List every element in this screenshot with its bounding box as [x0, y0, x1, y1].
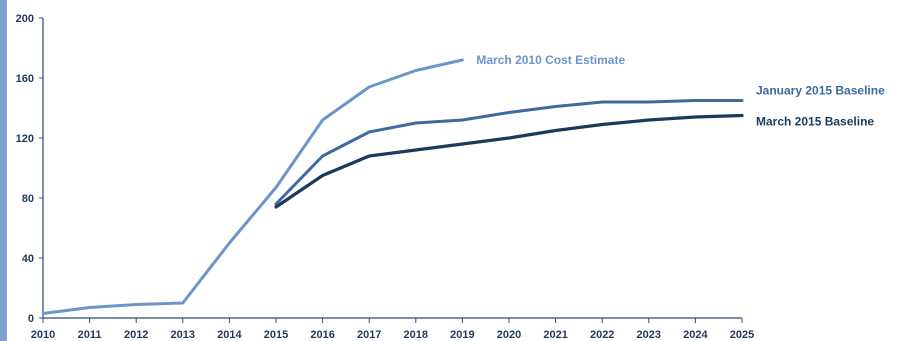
y-tick-label: 40	[22, 253, 34, 265]
chart-axes: 0 40 80 120 160 200 2010 2011 2012 2013 2014 2015 20…	[16, 13, 755, 341]
y-tick-label: 0	[28, 313, 34, 325]
left-edge-band	[0, 0, 7, 341]
x-tick-label: 2019	[450, 329, 474, 341]
series-line-march-2015-baseline	[274, 113, 744, 209]
y-tick-label: 120	[16, 133, 34, 145]
series-label-january-2015-baseline: January 2015 Baseline	[756, 84, 885, 98]
series-label-march-2010-cost-estimate: March 2010 Cost Estimate	[476, 53, 625, 67]
series-label-march-2015-baseline: March 2015 Baseline	[756, 115, 874, 129]
x-tick-label: 2015	[264, 329, 288, 341]
y-tick-label: 200	[16, 13, 34, 25]
x-tick-label: 2014	[217, 329, 242, 341]
series-line-march-2010-cost-estimate	[41, 58, 464, 315]
x-tick-label: 2025	[730, 329, 754, 341]
x-tick-label: 2010	[31, 329, 55, 341]
x-tick-label: 2020	[497, 329, 521, 341]
y-tick-label: 160	[16, 73, 34, 85]
x-tick-label: 2011	[78, 329, 102, 341]
x-tick-label: 2023	[637, 329, 661, 341]
chart-series-labels: March 2010 Cost Estimate January 2015 Bas…	[476, 53, 885, 129]
series-line-january-2015-baseline	[274, 99, 744, 206]
x-tick-label: 2022	[590, 329, 614, 341]
x-tick-label: 2024	[683, 329, 708, 341]
x-tick-label: 2018	[404, 329, 428, 341]
y-tick-label: 80	[22, 193, 34, 205]
x-tick-label: 2016	[310, 329, 334, 341]
x-tick-label: 2021	[543, 329, 567, 341]
x-tick-label: 2013	[171, 329, 195, 341]
x-tick-label: 2017	[357, 329, 381, 341]
chart-series	[41, 58, 744, 315]
x-tick-label: 2012	[124, 329, 148, 341]
